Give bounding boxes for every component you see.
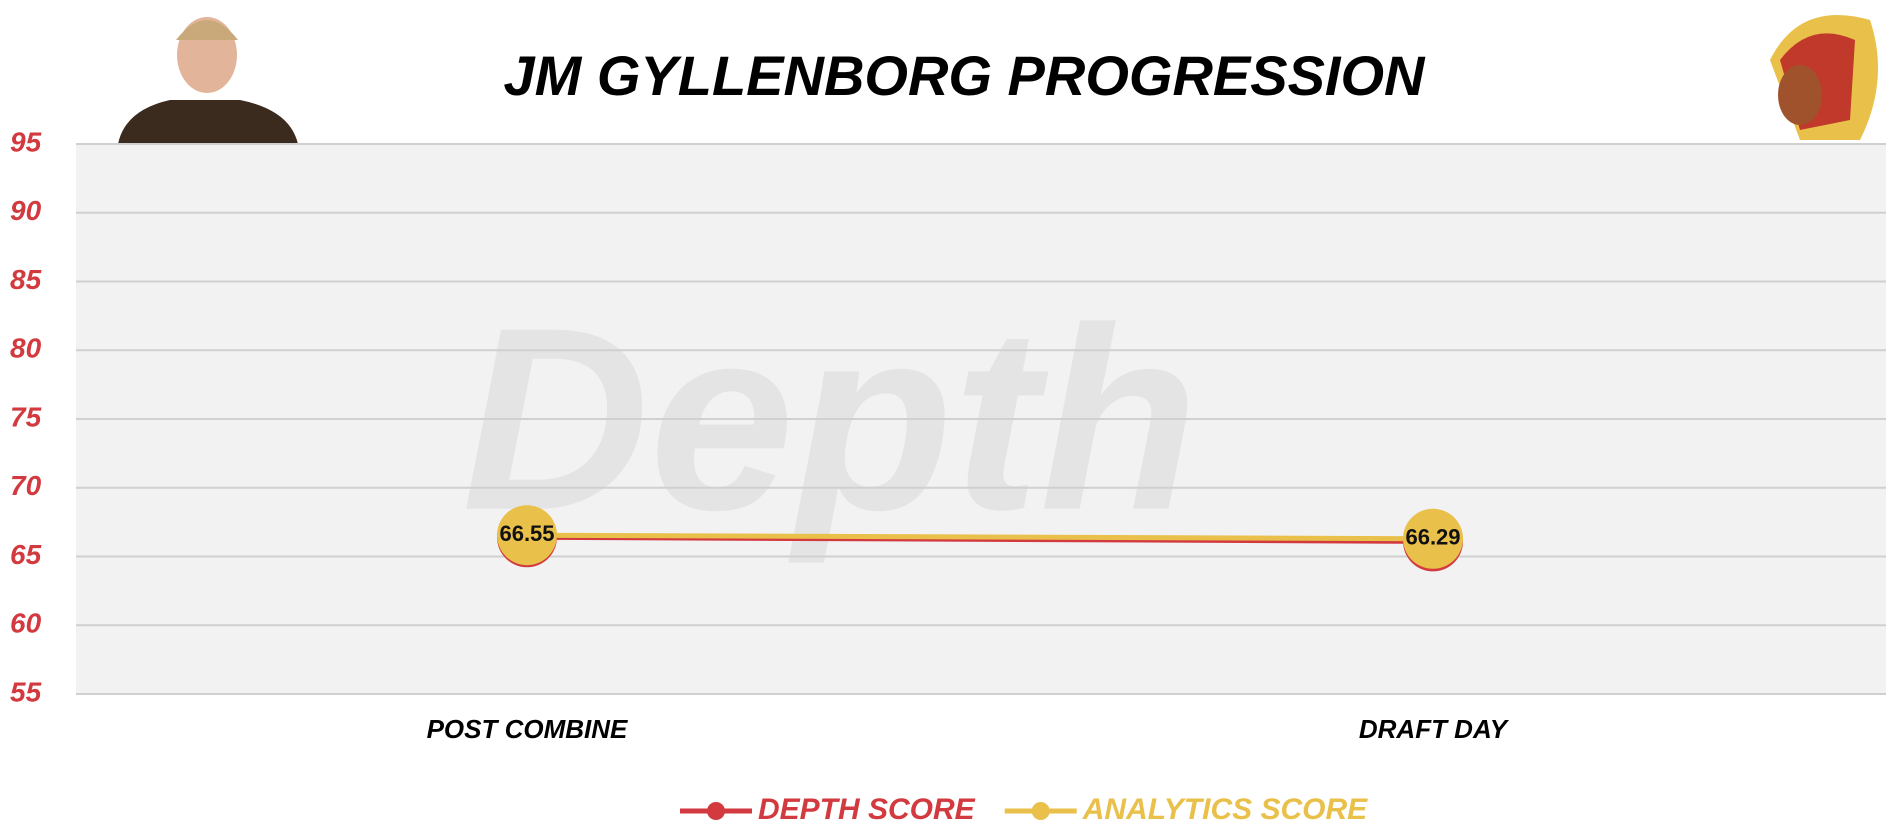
legend-marker [1031,802,1050,820]
data-label: 66.55 [499,521,554,546]
legend-label: ANALYTICS SCORE [1082,793,1368,826]
y-tick-label: 90 [10,195,42,226]
data-point [497,505,557,566]
y-tick-label: 80 [10,333,42,364]
chart-title: JM GYLLENBORG PROGRESSION [504,44,1427,107]
team-logo [1770,15,1878,140]
y-tick-label: 95 [10,126,42,157]
y-tick-label: 55 [10,676,42,707]
data-label: 66.29 [1405,525,1460,550]
y-tick-label: 75 [10,401,42,432]
y-tick-label: 70 [10,470,42,501]
y-tick-label: 85 [10,264,42,295]
watermark: Depth [462,275,1199,566]
x-tick-label: DRAFT DAY [1359,714,1510,744]
legend-label: DEPTH SCORE [758,793,976,826]
data-point [1403,508,1463,569]
series-line [526,532,1434,542]
y-tick-label: 65 [10,539,42,570]
player-photo [118,17,298,144]
x-tick-label: POST COMBINE [427,714,628,744]
legend-marker [707,802,725,820]
y-tick-label: 60 [10,608,42,639]
